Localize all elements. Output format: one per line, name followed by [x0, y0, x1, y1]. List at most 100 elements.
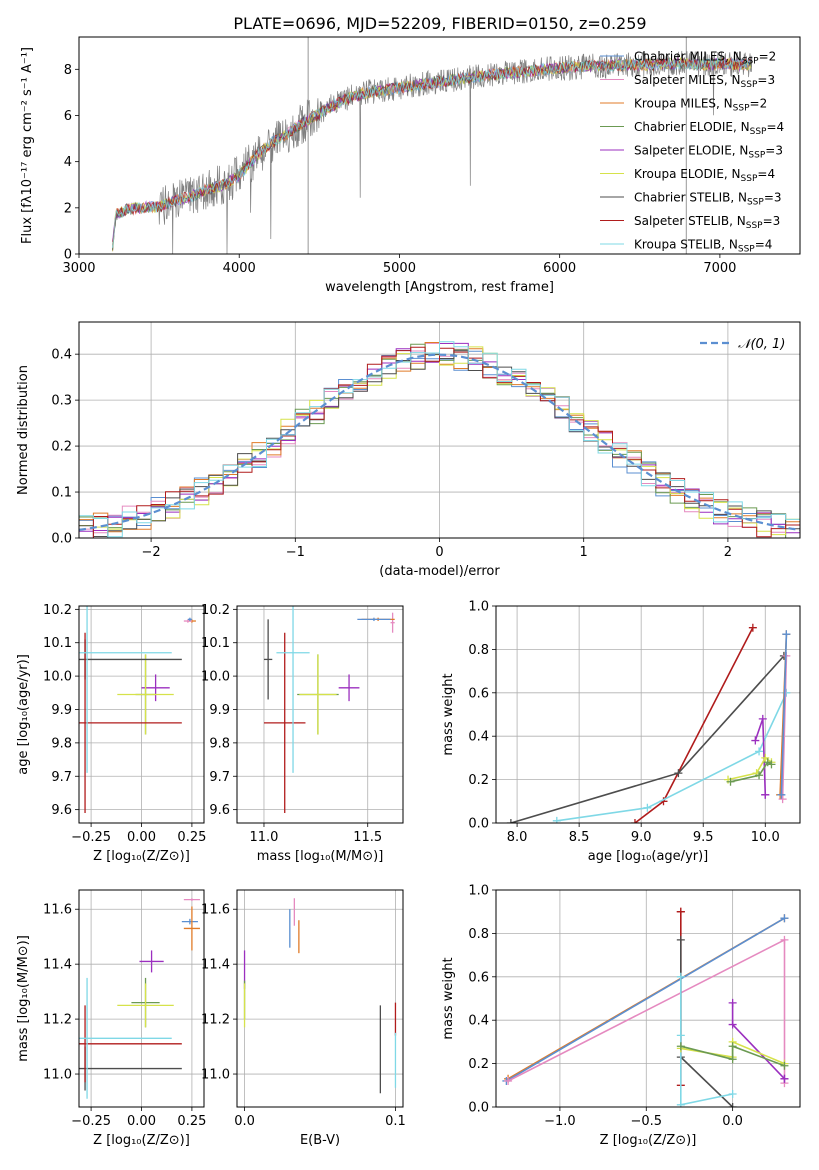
y-axis-label: mass [log₁₀(M/M⊙)] [16, 935, 31, 1062]
x-tick-label: 11.5 [353, 830, 382, 845]
grid [79, 606, 204, 823]
weight-marker-chabrier_miles [777, 790, 786, 799]
panel-spectrum: 3000 4000 5000 6000 7000 0 2 4 6 8 wavelength [Ang… [20, 36, 801, 295]
y-tick-label: 11.6 [201, 903, 230, 918]
weight-line-salpeter_stelib [634, 627, 754, 823]
x-axis-label: (data-model)/error [379, 564, 500, 579]
weight-marker-kroupa_stelib [676, 1031, 685, 1040]
model-spectrum-salpeter_stelib [112, 57, 752, 242]
x-tick-label: 4000 [223, 261, 256, 276]
weight-marker-chabrier_elodie [726, 777, 735, 786]
legend-entry: Chabrier STELIB, NSSP=3 [634, 191, 782, 208]
weight-marker-chabrier_elodie [780, 1061, 789, 1070]
panel-age_vs_mass: 11.0 11.5 9.6 9.7 9.8 9.9 10.0 10.1 10.2 mass [lo… [201, 603, 404, 864]
y-tick-label: 0.2 [468, 1057, 489, 1072]
figure-title: PLATE=0696, MJD=52209, FIBERID=0150, z=0… [233, 14, 646, 33]
weight-line-salpeter_elodie [731, 1002, 786, 1080]
weight-line-chabrier_elodie [730, 761, 772, 783]
y-tick-label: 6 [64, 109, 72, 124]
weight-marker-salpeter_elodie [751, 736, 760, 745]
weight-marker-salpeter_stelib [676, 907, 685, 916]
legend-text: Kroupa MILES, N [634, 97, 733, 111]
weight-line-chabrier_elodie [680, 1045, 785, 1067]
legend-subscript: SSP [750, 127, 767, 137]
weight-marker-chabrier_elodie [728, 1055, 737, 1064]
weight-marker-salpeter_elodie [780, 1074, 789, 1083]
weight-marker-chabrier_stelib [676, 935, 685, 944]
y-axis-label: mass weight [441, 673, 456, 755]
y-tick-label: 1.0 [468, 600, 489, 615]
x-tick-label: −0.5 [630, 1114, 662, 1129]
panel-mass_vs_z: −0.25 0.00 0.25 11.0 11.2 11.4 11.6 Z [log₁₀(Z/… [16, 889, 206, 1148]
histogram-kroupa_stelib [79, 341, 800, 538]
x-tick-label: 0.25 [177, 830, 206, 845]
y-axis-label: Normed distribution [16, 365, 31, 495]
y-tick-label: 0.4 [468, 1014, 489, 1029]
grid [79, 890, 204, 1107]
plot-area [79, 341, 800, 538]
weight-marker-chabrier_elodie [755, 771, 764, 780]
plot-area [263, 606, 395, 813]
legend-text: =3 [765, 144, 783, 158]
y-tick-label: 9.8 [209, 736, 230, 751]
plot-area [112, 37, 753, 254]
weight-marker-salpeter_elodie [728, 998, 737, 1007]
plot-area [243, 898, 397, 1094]
y-tick-label: 0.4 [468, 730, 489, 745]
axes-frame [236, 605, 404, 824]
legend-entry: Salpeter MILES, NSSP=3 [634, 73, 775, 90]
weight-marker-salpeter_elodie [761, 790, 770, 799]
panel-weight_vs_z: −1.0 −0.5 0.0 0.0 0.2 0.4 0.6 0.8 1.0 Z [log₁₀(Z/… [441, 884, 801, 1148]
x-tick-label: 3000 [62, 261, 95, 276]
x-axis-label: Z [log₁₀(Z/Z⊙)] [600, 1133, 697, 1148]
weight-marker-kroupa_elodie [761, 753, 770, 762]
x-axis-label: wavelength [Angstrom, rest frame] [325, 280, 554, 295]
x-axis-label: mass [log₁₀(M/M⊙)] [257, 849, 384, 864]
y-tick-label: 0.6 [468, 970, 489, 985]
normal-curve [79, 353, 800, 531]
plot-area [79, 606, 196, 813]
y-tick-label: 0.2 [468, 773, 489, 788]
x-tick-label: −1 [286, 545, 305, 560]
weight-marker-kroupa_stelib [552, 816, 561, 823]
weight-line-chabrier_miles [780, 634, 788, 795]
y-tick-label: 11.4 [43, 958, 72, 973]
x-tick-label: 11.0 [249, 830, 278, 845]
y-tick-label: 0.0 [51, 532, 72, 547]
y-tick-label: 1.0 [468, 884, 489, 899]
y-tick-label: 2 [64, 201, 72, 216]
panel-age_vs_z: −0.25 0.00 0.25 9.6 9.7 9.8 9.9 10.0 10.1 10.2 Z [… [16, 603, 206, 864]
weight-line-chabrier_stelib [680, 939, 734, 1107]
weight-line-salpeter_elodie [754, 718, 767, 795]
x-tick-label: 0.00 [127, 830, 156, 845]
plot-area [502, 907, 789, 1107]
legend-text: Chabrier MILES, N [634, 50, 742, 64]
x-tick-label: 9.5 [693, 830, 714, 845]
y-tick-label: 10.1 [201, 636, 230, 651]
grid [237, 606, 403, 823]
legend-subscript: SSP [741, 80, 758, 90]
y-tick-label: 10.2 [201, 603, 230, 618]
legend-text: =4 [755, 238, 773, 252]
legend-text: Salpeter MILES, N [634, 73, 741, 87]
weight-marker-chabrier_stelib [674, 769, 683, 778]
y-tick-label: 8 [64, 63, 72, 78]
weight-marker-salpeter_miles [778, 795, 787, 804]
weight-marker-chabrier_elodie [767, 760, 776, 769]
x-tick-label: 0.0 [722, 1114, 743, 1129]
legend-subscript: SSP [748, 151, 765, 161]
y-tick-label: 0 [64, 248, 72, 263]
chart-layer: 3000 4000 5000 6000 7000 0 2 4 6 8 wavelength [Ang… [16, 36, 801, 1148]
legend-entry: Chabrier ELODIE, NSSP=4 [634, 120, 784, 137]
y-axis-label: Flux [fλ10⁻¹⁷ erg cm⁻² s⁻¹ A⁻¹] [20, 47, 35, 244]
legend-entry: Kroupa ELODIE, NSSP=4 [634, 167, 775, 184]
legend-text: =3 [763, 214, 781, 228]
model-spectrum-kroupa_stelib [112, 57, 752, 248]
y-tick-label: 9.8 [51, 736, 72, 751]
legend-entry: 𝒩(0, 1) [738, 337, 785, 352]
weight-line-kroupa_stelib [556, 692, 788, 822]
x-tick-label: 6000 [543, 261, 576, 276]
legend-subscript: SSP [741, 174, 758, 184]
x-tick-label: 2 [724, 545, 732, 560]
y-tick-label: 0.0 [468, 1101, 489, 1116]
